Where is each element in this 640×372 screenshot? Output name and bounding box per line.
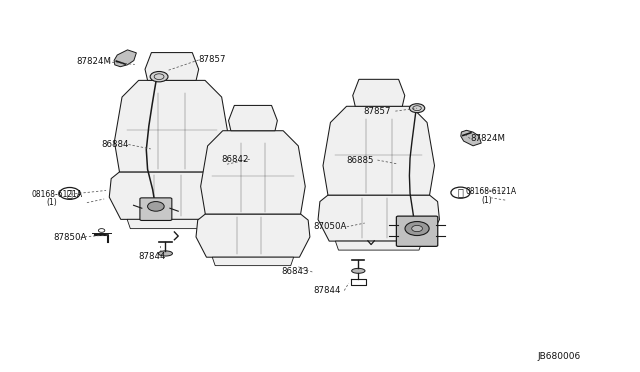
Text: 87050A: 87050A — [314, 222, 347, 231]
Polygon shape — [335, 241, 422, 250]
Circle shape — [148, 202, 164, 211]
Polygon shape — [115, 80, 229, 172]
Text: 87857: 87857 — [198, 55, 226, 64]
Text: 87844: 87844 — [314, 286, 341, 295]
Text: 86884: 86884 — [102, 140, 129, 149]
Polygon shape — [127, 219, 216, 229]
Text: 87857: 87857 — [364, 107, 391, 116]
Polygon shape — [353, 79, 404, 106]
Text: Ⓒ: Ⓒ — [67, 188, 72, 198]
Text: 86843: 86843 — [282, 267, 309, 276]
Polygon shape — [196, 214, 310, 257]
Text: 87850A: 87850A — [53, 232, 86, 242]
Text: JB680006: JB680006 — [537, 352, 580, 361]
Ellipse shape — [351, 268, 365, 273]
Circle shape — [150, 71, 168, 82]
Text: 08168-6121A: 08168-6121A — [31, 190, 83, 199]
Polygon shape — [109, 172, 234, 219]
Text: 86885: 86885 — [347, 155, 374, 164]
Ellipse shape — [159, 251, 173, 256]
Polygon shape — [212, 257, 294, 266]
Circle shape — [405, 221, 429, 235]
Circle shape — [410, 104, 425, 113]
Polygon shape — [145, 52, 198, 80]
Polygon shape — [201, 131, 305, 214]
Text: Ⓒ: Ⓒ — [458, 187, 463, 198]
Text: (1): (1) — [47, 198, 58, 207]
Polygon shape — [228, 105, 277, 131]
Polygon shape — [318, 195, 440, 241]
FancyBboxPatch shape — [396, 216, 438, 246]
Circle shape — [412, 225, 422, 232]
Text: 87844: 87844 — [139, 252, 166, 261]
Text: (1): (1) — [481, 196, 492, 205]
Text: 87824M: 87824M — [470, 134, 505, 143]
Text: 86842: 86842 — [221, 155, 248, 164]
Text: 87824M: 87824M — [76, 57, 111, 66]
FancyBboxPatch shape — [140, 198, 172, 221]
Polygon shape — [461, 130, 481, 146]
Polygon shape — [323, 106, 435, 195]
Polygon shape — [114, 50, 136, 67]
Text: 08168-6121A: 08168-6121A — [466, 187, 516, 196]
